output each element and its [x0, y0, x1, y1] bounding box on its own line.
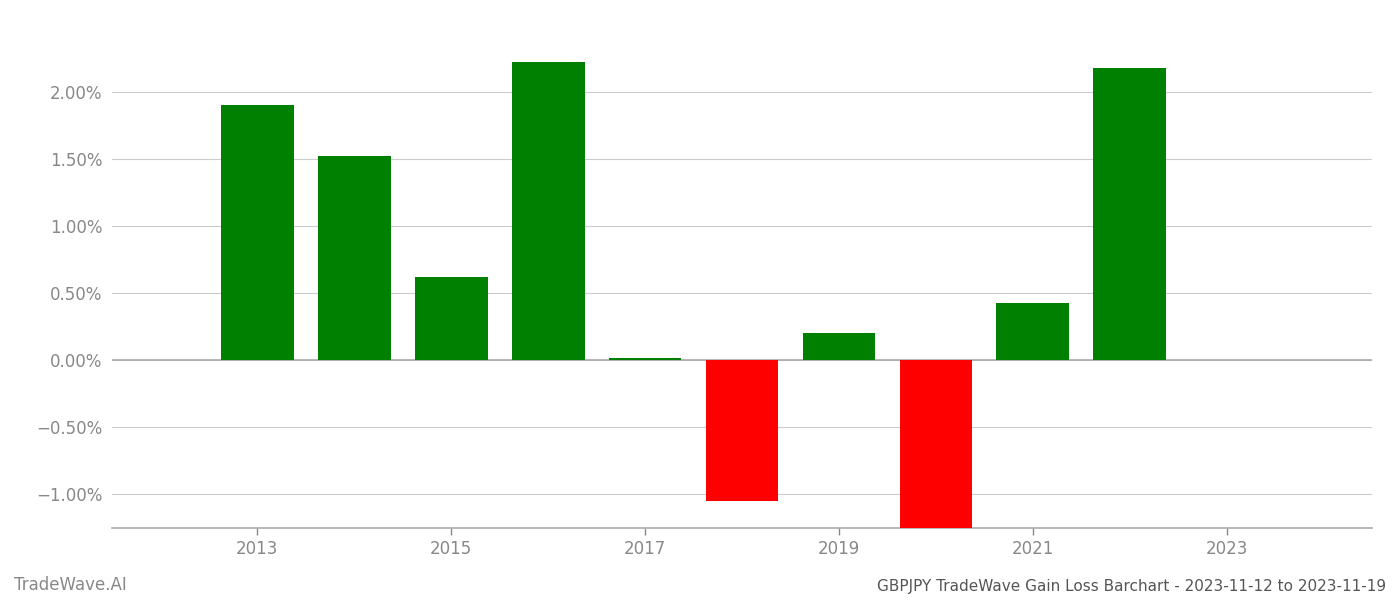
- Bar: [318, 156, 391, 360]
- Bar: [802, 334, 875, 360]
- Bar: [1093, 68, 1166, 360]
- Bar: [609, 358, 682, 360]
- Text: TradeWave.AI: TradeWave.AI: [14, 576, 127, 594]
- Bar: [900, 360, 972, 600]
- Bar: [706, 360, 778, 501]
- Text: GBPJPY TradeWave Gain Loss Barchart - 2023-11-12 to 2023-11-19: GBPJPY TradeWave Gain Loss Barchart - 20…: [876, 579, 1386, 594]
- Bar: [414, 277, 487, 360]
- Bar: [221, 105, 294, 360]
- Bar: [997, 302, 1070, 360]
- Bar: [512, 62, 585, 360]
